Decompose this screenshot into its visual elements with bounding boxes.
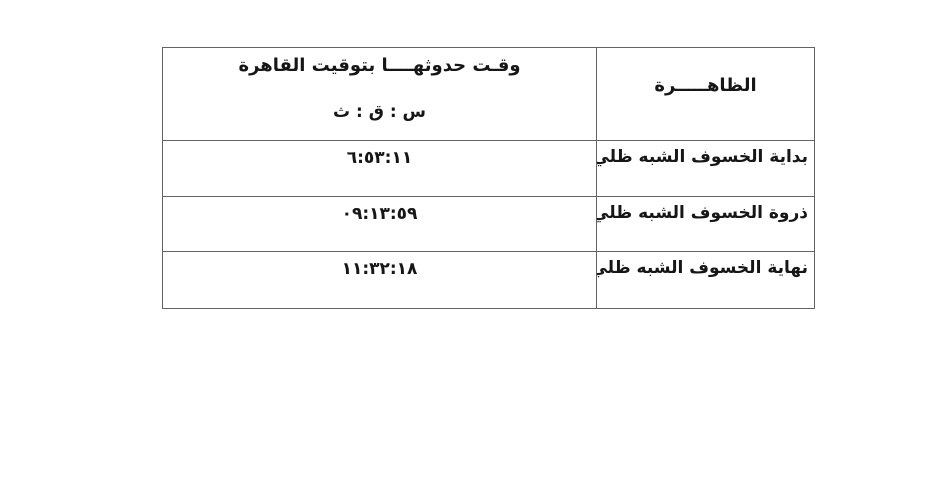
time-cell: ٦:٥٣:١١ [163, 140, 596, 196]
time-value: ١١:٣٢:١٨ [341, 259, 418, 279]
time-value: ٠٩:١٣:٥٩ [341, 204, 418, 224]
phenomenon-cell: ذروة الخسوف الشبه ظلي [596, 196, 814, 251]
header-phenomenon-cell: الظاهـــــرة [596, 48, 814, 140]
phenomenon-cell: بداية الخسوف الشبه ظلي [596, 140, 814, 196]
eclipse-times-table: الظاهـــــرة وقـت حدوثهــــا بتوقيت القا… [162, 47, 815, 309]
time-value: ٦:٥٣:١١ [346, 148, 413, 168]
time-column-units: س : ق : ث [333, 102, 427, 122]
header-time-cell: وقـت حدوثهــــا بتوقيت القاهرة س : ق : ث [163, 48, 596, 140]
phenomenon-cell: نهاية الخسوف الشبه ظلي [596, 251, 814, 308]
time-cell: ٠٩:١٣:٥٩ [163, 196, 596, 251]
time-cell: ١١:٣٢:١٨ [163, 251, 596, 308]
phenomenon-column-title: الظاهـــــرة [654, 74, 757, 96]
time-column-title: وقـت حدوثهــــا بتوقيت القاهرة [238, 55, 521, 76]
